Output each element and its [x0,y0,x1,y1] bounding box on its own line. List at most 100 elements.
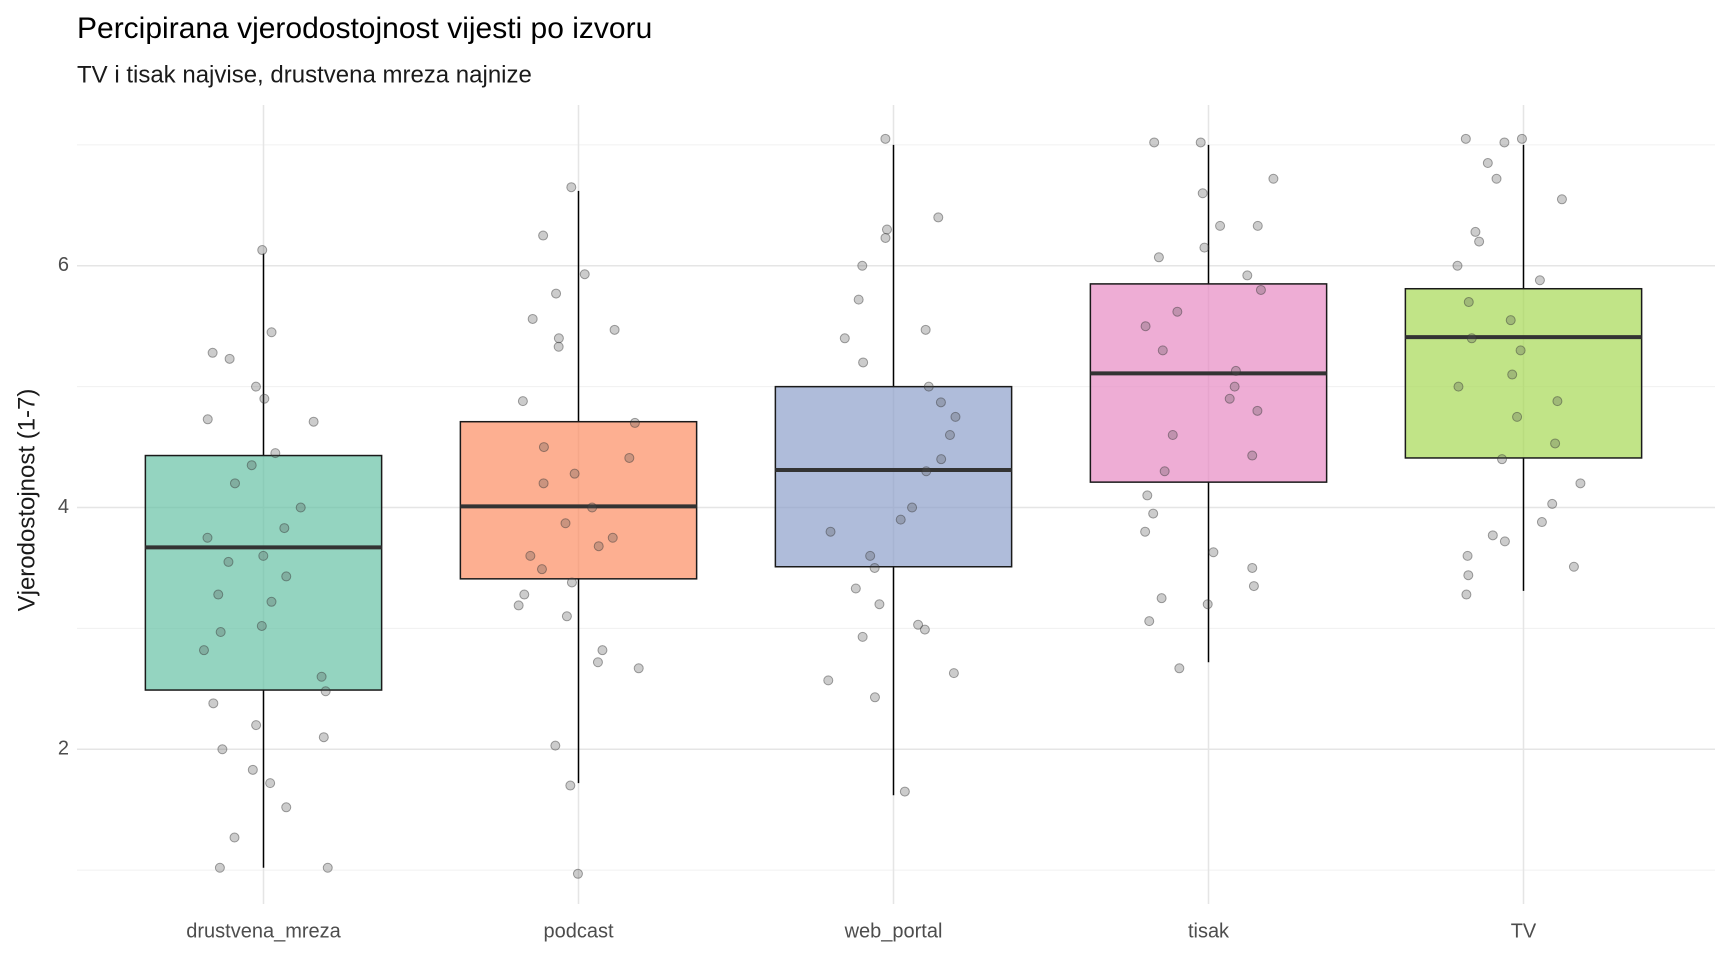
data-point [853,294,864,305]
data-point [865,550,876,561]
data-point [950,411,961,422]
data-point [936,454,947,465]
data-point [1497,454,1508,465]
data-point [223,556,234,567]
data-point [251,720,262,731]
data-point [933,212,944,223]
data-point [1247,562,1258,573]
data-point [281,802,292,813]
data-point [1229,381,1240,392]
data-point [587,502,598,513]
data-point [609,324,620,335]
data-point [857,631,868,642]
data-point [1174,663,1185,674]
data-point [202,532,213,543]
data-point [214,862,225,873]
data-point [553,341,564,352]
data-point [1242,270,1253,281]
data-point [208,698,219,709]
data-point [1142,490,1153,501]
data-point [513,600,524,611]
data-point [229,478,240,489]
data-point [1230,365,1241,376]
data-point [295,502,306,513]
box [1089,283,1328,483]
data-point [1575,478,1586,489]
data-point [1172,306,1183,317]
x-tick-label: drustvena_mreza [186,920,341,942]
data-point [257,245,268,256]
data-point [1499,536,1510,547]
data-point [247,764,258,775]
data-point [1470,226,1481,237]
data-point [624,452,635,463]
data-point [1507,369,1518,380]
data-point [198,645,209,656]
y-axis-label: Vjerodostojnost (1-7) [13,389,40,612]
data-point [565,780,576,791]
data-point [850,583,861,594]
data-point [1197,188,1208,199]
data-point [259,393,270,404]
data-point [1195,137,1206,148]
data-point [1516,133,1527,144]
data-point [1505,315,1516,326]
x-tick-label: tisak [1188,920,1230,942]
data-point [1202,599,1213,610]
box [774,385,1013,568]
data-point [1148,508,1159,519]
data-point [202,414,213,425]
data-point [1167,429,1178,440]
data-point [517,396,528,407]
data-point [1482,158,1493,169]
data-point [525,550,536,561]
data-point [869,692,880,703]
data-point [551,288,562,299]
data-point [1268,173,1279,184]
data-point [207,347,218,358]
data-point [1568,561,1579,572]
data-point [1463,297,1474,308]
data-point [266,596,277,607]
data-point [246,460,257,471]
data-point [215,627,226,638]
data-point [270,448,281,459]
data-point [593,541,604,552]
data-point [1534,275,1545,286]
data-point [899,786,910,797]
data-point [1536,517,1547,528]
data-point [320,686,331,697]
data-point [633,663,644,674]
data-point [566,182,577,193]
data-point [566,577,577,588]
y-tick-label: 6 [58,254,69,276]
data-point [880,133,891,144]
y-tick-label: 2 [58,738,69,760]
data-point [839,333,850,344]
data-point [1466,333,1477,344]
data-point [1491,173,1502,184]
data-point [895,514,906,525]
data-point [213,589,224,600]
data-point [1149,137,1160,148]
chart-subtitle: TV i tisak najvise, drustvena mreza najn… [77,61,532,88]
data-point [561,611,572,622]
data-point [318,732,329,743]
data-point [1547,498,1558,509]
data-point [1452,260,1463,271]
data-point [265,778,276,789]
data-point [1140,321,1151,332]
data-point [1255,284,1266,295]
data-point [1252,220,1263,231]
data-point [597,645,608,656]
x-tick-label: TV [1511,920,1537,942]
chart-title: Percipirana vjerodostojnost vijesti po i… [77,12,652,45]
data-point [1515,345,1526,356]
data-point [1199,242,1210,253]
data-point [538,442,549,453]
x-tick-label: podcast [543,920,613,942]
data-point [538,230,549,241]
y-tick-label: 4 [58,496,69,518]
data-point [1248,581,1259,592]
